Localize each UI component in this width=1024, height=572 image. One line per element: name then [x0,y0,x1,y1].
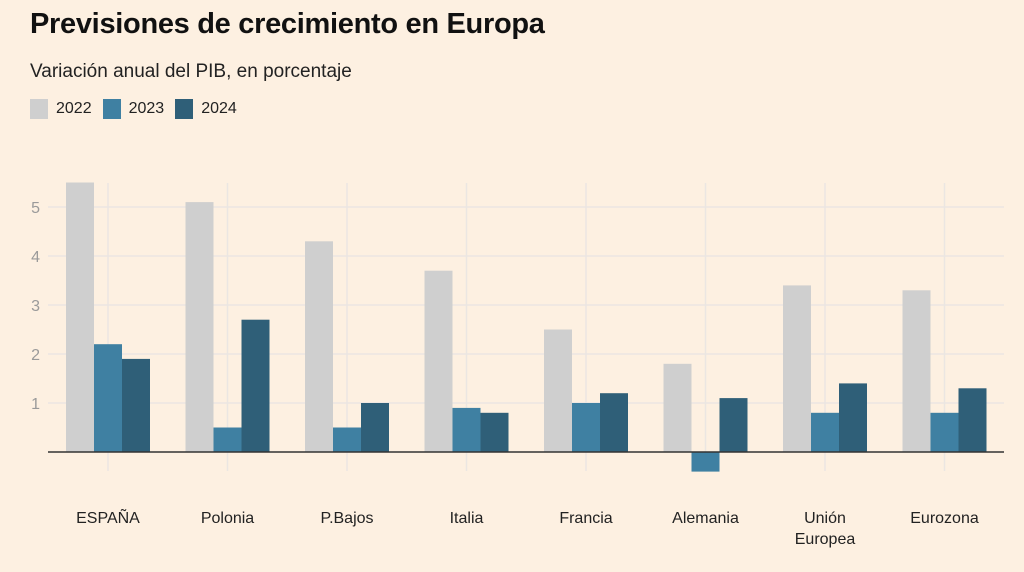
x-category-label: Eurozona [910,510,979,527]
bar-2024 [480,412,509,452]
bar-2023 [930,412,959,452]
y-tick-label: 2 [31,347,40,364]
bar-2022 [544,329,572,452]
bar-2023 [452,407,481,452]
legend-item-2024: 2024 [175,99,237,119]
bar-2022 [66,182,94,452]
bar-2024 [600,393,628,452]
y-tick-label: 3 [31,298,40,315]
x-category-label: Unión [804,510,846,527]
x-category-label: Europea [795,531,856,548]
bar-2022 [663,363,692,452]
bar-2023 [691,452,720,472]
bar-2023 [94,344,122,452]
legend-label: 2024 [201,100,237,117]
bar-2022 [185,202,214,452]
bar-2022 [424,270,453,452]
legend-swatch [30,99,48,119]
bar-2023 [572,403,600,452]
chart-subtitle: Variación anual del PIB, en porcentaje [30,61,352,82]
legend-item-2022: 2022 [30,99,92,119]
x-category-label: P.Bajos [320,510,373,527]
bar-2024 [361,403,389,452]
legend-swatch [102,99,121,119]
bar-2022 [902,290,931,452]
y-tick-label: 5 [31,200,40,217]
legend-label: 2022 [56,100,92,117]
y-tick-label: 1 [31,396,40,413]
bar-2022 [783,285,811,452]
bar-2024 [839,383,867,452]
y-tick-label: 4 [31,249,40,266]
bar-2023 [333,427,361,452]
bar-2024 [719,398,748,452]
x-category-label: Italia [450,510,484,527]
legend: 2022 2023 2024 [30,99,248,119]
legend-swatch [175,99,194,119]
x-category-label: Polonia [201,510,254,527]
legend-label: 2023 [128,100,165,117]
x-category-label: Alemania [672,510,739,527]
bar-2022 [305,241,333,452]
x-category-label: ESPAÑA [76,507,140,527]
bar-2024 [122,358,150,452]
chart-title: Previsiones de crecimiento en Europa [30,8,545,40]
bar-2023 [213,427,242,452]
legend-item-2023: 2023 [102,99,165,119]
x-category-label: Francia [559,510,612,527]
bar-2024 [958,388,987,452]
bar-2023 [811,412,839,452]
bar-2024 [241,319,270,452]
